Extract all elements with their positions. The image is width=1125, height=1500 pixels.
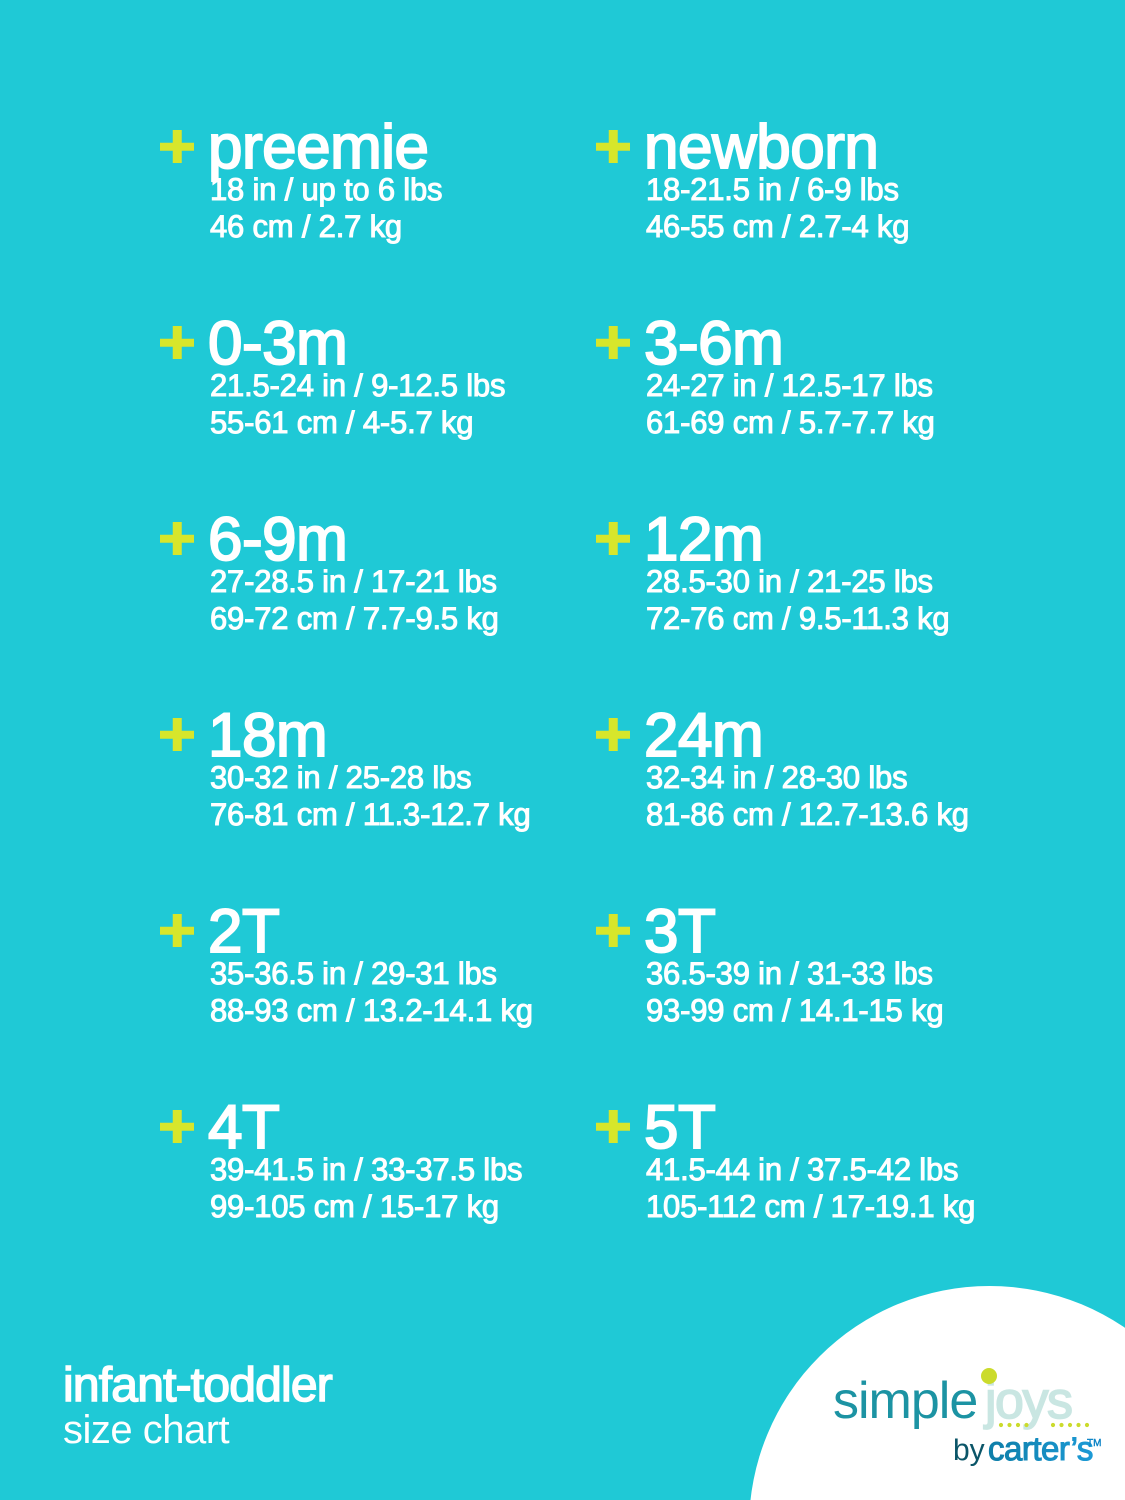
- svg-text:carter’s: carter’s: [988, 1430, 1093, 1467]
- svg-text:joys: joys: [982, 1372, 1072, 1430]
- svg-text:TM: TM: [1087, 1438, 1101, 1449]
- svg-text:by: by: [953, 1434, 985, 1467]
- svg-text:simple: simple: [833, 1372, 977, 1430]
